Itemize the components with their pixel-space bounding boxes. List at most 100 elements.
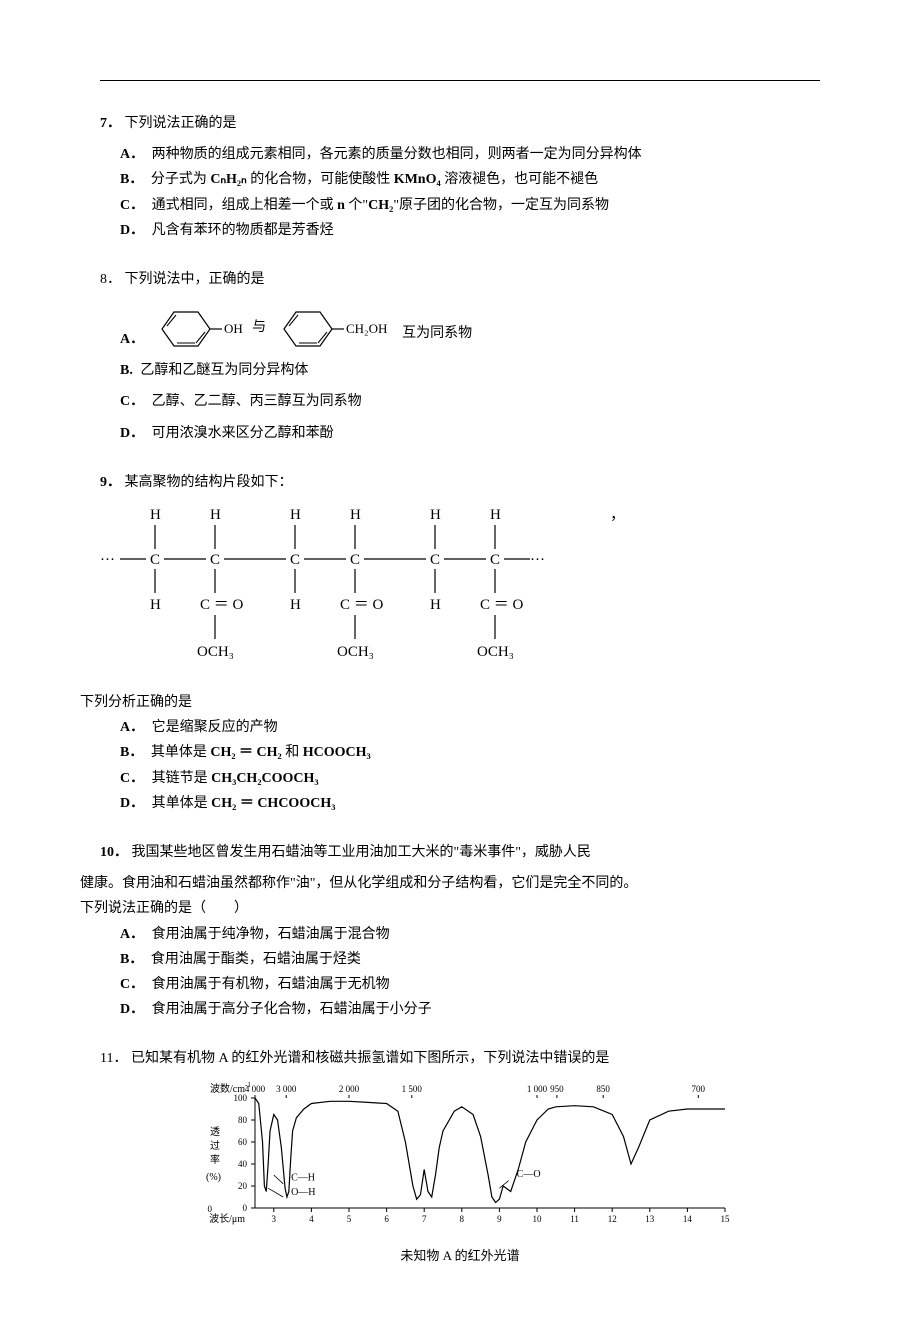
- q7-stem: 7． 下列说法正确的是: [100, 111, 820, 136]
- svg-text:波数/cm: 波数/cm: [210, 1082, 245, 1095]
- svg-text:H: H: [430, 507, 441, 523]
- opt-letter: C．: [120, 198, 144, 213]
- spectrum-title: 未知物 A 的红外光谱: [100, 1244, 820, 1267]
- opt-text-post: 溶液褪色，也可能不褪色: [441, 172, 599, 187]
- q9-stem-text: 某高聚物的结构片段如下：: [125, 475, 293, 490]
- q7-num: 7．: [100, 116, 121, 131]
- q9-option-b: B． 其单体是 CH₂ ＝ CH₂ 和 HCOOCH₃: [100, 740, 820, 765]
- svg-text:C—O: C—O: [517, 1169, 541, 1180]
- svg-text:透: 透: [210, 1126, 220, 1138]
- question-10: 10． 我国某些地区曾发生用石蜡油等工业用油加工大米的"毒米事件"，威胁人民 健…: [100, 840, 820, 1022]
- svg-text:OCH₃: OCH₃: [197, 644, 234, 660]
- q7-option-c: C． 通式相同，组成上相差一个或 n 个"CH₂"原子团的化合物，一定互为同系物: [100, 193, 820, 218]
- svg-text:15: 15: [721, 1214, 731, 1224]
- opt-text: 其单体是: [151, 745, 211, 760]
- svg-text:OCH₃: OCH₃: [337, 644, 374, 660]
- opt-letter: A．: [120, 927, 144, 942]
- svg-text:0: 0: [208, 1204, 213, 1214]
- opt-text: 和: [282, 745, 303, 760]
- svg-text:C: C: [490, 552, 500, 568]
- svg-text:波长/μm: 波长/μm: [209, 1212, 245, 1225]
- opt-text: 可用浓溴水来区分乙醇和苯酚: [152, 426, 334, 441]
- opt-letter: B．: [120, 172, 143, 187]
- formula: CH₃CH₂COOCH₃: [211, 771, 318, 786]
- q8-option-d: D． 可用浓溴水来区分乙醇和苯酚: [100, 421, 820, 446]
- svg-text:H: H: [150, 507, 161, 523]
- formula: CH₂: [368, 198, 393, 213]
- q10-option-c: C． 食用油属于有机物，石蜡油属于无机物: [100, 972, 820, 997]
- polymer-svg: H H H H H H ，: [40, 501, 670, 681]
- opt-text: 两种物质的组成元素相同，各元素的质量分数也相同，则两者一定为同分异构体: [152, 147, 642, 162]
- q9-option-c: C． 其链节是 CH₃CH₂COOCH₃: [100, 766, 820, 791]
- svg-text:11: 11: [570, 1214, 579, 1224]
- formula: KMnO₄: [394, 172, 441, 187]
- benzene-phenol-icon: OH: [150, 306, 250, 352]
- svg-text:-1: -1: [245, 1081, 251, 1089]
- opt-letter: B.: [120, 363, 133, 378]
- svg-text:2 000: 2 000: [339, 1084, 360, 1094]
- opt-letter: D．: [120, 796, 144, 811]
- q8-num: 8．: [100, 272, 121, 287]
- ch2oh-label: CH₂OH: [346, 321, 387, 336]
- svg-text:4: 4: [309, 1214, 314, 1224]
- formula: HCOOCH₃: [303, 745, 371, 760]
- q8-a-mid: 与: [252, 315, 266, 340]
- svg-text:H: H: [430, 597, 441, 613]
- q10-stem: 10． 我国某些地区曾发生用石蜡油等工业用油加工大米的"毒米事件"，威胁人民: [100, 840, 820, 865]
- svg-text:C ＝ O: C ＝ O: [480, 597, 524, 613]
- svg-text:20: 20: [238, 1181, 248, 1191]
- q11-stem: 11． 已知某有机物 A 的红外光谱和核磁共振氢谱如下图所示，下列说法中错误的是: [100, 1046, 820, 1071]
- document-page: 7． 下列说法正确的是 A． 两种物质的组成元素相同，各元素的质量分数也相同，则…: [0, 0, 920, 1331]
- opt-text-mid: 的化合物，可能使酸性: [247, 172, 394, 187]
- opt-text: 乙醇和乙醚互为同分异构体: [140, 363, 308, 378]
- svg-text:C: C: [150, 552, 160, 568]
- svg-text:H: H: [490, 507, 501, 523]
- svg-text:C ＝ O: C ＝ O: [200, 597, 244, 613]
- svg-text:5: 5: [347, 1214, 352, 1224]
- opt-letter: B．: [120, 952, 143, 967]
- q8-option-c: C． 乙醇、乙二醇、丙三醇互为同系物: [100, 389, 820, 414]
- q9-num: 9．: [100, 475, 121, 490]
- svg-text:7: 7: [422, 1214, 427, 1224]
- svg-text:C—H: C—H: [291, 1172, 315, 1183]
- svg-text:C: C: [290, 552, 300, 568]
- ir-spectrum-chart: 0204060801004 0003 0002 0001 5001 000950…: [100, 1080, 820, 1268]
- q7-option-a: A． 两种物质的组成元素相同，各元素的质量分数也相同，则两者一定为同分异构体: [100, 142, 820, 167]
- svg-text:H: H: [210, 507, 221, 523]
- svg-text:H: H: [290, 597, 301, 613]
- svg-text:10: 10: [533, 1214, 543, 1224]
- question-11: 11． 已知某有机物 A 的红外光谱和核磁共振氢谱如下图所示，下列说法中错误的是…: [100, 1046, 820, 1267]
- q9-substem: 下列分析正确的是: [80, 690, 820, 715]
- opt-text: 乙醇、乙二醇、丙三醇互为同系物: [152, 394, 362, 409]
- svg-text:C: C: [210, 552, 220, 568]
- svg-text:···: ···: [100, 552, 115, 568]
- svg-text:H: H: [290, 507, 301, 523]
- q10-stem-l2: 健康。食用油和石蜡油虽然都称作"油"，但从化学组成和分子结构看，它们是完全不同的…: [80, 871, 820, 896]
- opt-letter: C．: [120, 771, 144, 786]
- svg-text:H: H: [150, 597, 161, 613]
- svg-text:40: 40: [238, 1159, 248, 1169]
- svg-text:1 500: 1 500: [402, 1084, 423, 1094]
- svg-text:H: H: [350, 507, 361, 523]
- formula: CH₂ ＝ CHCOOCH₃: [211, 796, 335, 811]
- q11-num: 11．: [100, 1051, 127, 1066]
- opt-letter: D．: [120, 426, 144, 441]
- opt-text: 其单体是: [152, 796, 212, 811]
- svg-text:3: 3: [272, 1214, 277, 1224]
- opt-text: 食用油属于酯类，石蜡油属于烃类: [151, 952, 361, 967]
- q8-option-b: B. 乙醇和乙醚互为同分异构体: [100, 358, 820, 383]
- svg-text:C: C: [350, 552, 360, 568]
- opt-letter: A．: [120, 147, 144, 162]
- q7-option-d: D． 凡含有苯环的物质都是芳香烃: [100, 218, 820, 243]
- n-var: n: [337, 198, 345, 213]
- formula: CₙH₂ₙ: [210, 172, 246, 187]
- q9-option-a: A． 它是缩聚反应的产物: [100, 715, 820, 740]
- oh-label: OH: [224, 321, 243, 336]
- q11-stem-text: 已知某有机物 A 的红外光谱和核磁共振氢谱如下图所示，下列说法中错误的是: [131, 1051, 609, 1066]
- opt-text: 食用油属于纯净物，石蜡油属于混合物: [152, 927, 390, 942]
- svg-text:C: C: [430, 552, 440, 568]
- question-9: 9． 某高聚物的结构片段如下： H H H H H H ，: [100, 470, 820, 816]
- opt-letter: A．: [120, 327, 144, 352]
- svg-text:850: 850: [596, 1084, 610, 1094]
- question-8: 8． 下列说法中，正确的是 A． OH 与 CH₂O: [100, 267, 820, 446]
